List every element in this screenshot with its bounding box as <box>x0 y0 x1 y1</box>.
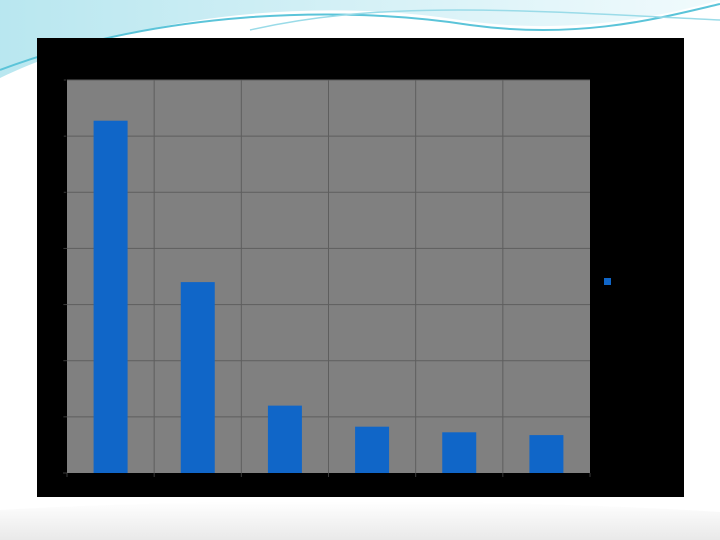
plot-area-group: 0 200 400 600 800 1,000 1,200 1,400 BRASIL COLOMB… <box>47 75 591 491</box>
bar <box>529 435 564 473</box>
x-tick-label: MEXICO <box>265 480 304 491</box>
bar <box>180 282 215 473</box>
y-tick-label: 800 <box>50 243 64 253</box>
y-tick-label: 200 <box>50 412 64 422</box>
y-tick-label: 1,200 <box>47 131 68 141</box>
swoosh-decoration <box>0 0 720 78</box>
legend: TONELADAS <box>604 278 675 289</box>
x-tick-label: EL SALVADOR <box>426 480 493 491</box>
legend-label: TONELADAS <box>615 278 675 289</box>
bar <box>93 120 128 473</box>
chart-panel: 0 200 400 600 800 1,000 1,200 1,400 BRASIL COLOMB… <box>37 38 684 497</box>
bar <box>355 426 390 473</box>
y-tick-label: 1,000 <box>47 187 68 197</box>
y-tick-label: 400 <box>50 356 64 366</box>
swoosh-line-decoration <box>0 3 720 71</box>
bar <box>442 432 477 473</box>
bar <box>267 405 302 473</box>
floor-decoration <box>0 501 720 540</box>
y-tick-label: 600 <box>50 300 64 310</box>
legend-swatch <box>604 278 611 285</box>
x-tick-label: COSTA RICA <box>518 480 577 491</box>
x-tick-label: COLOMBIA <box>171 480 225 491</box>
y-tick-label: 0 <box>55 468 60 478</box>
swoosh-line-decoration-2 <box>249 9 720 31</box>
x-tick-label: GUATEMALA <box>341 480 404 491</box>
bar-chart: 0 200 400 600 800 1,000 1,200 1,400 BRASIL COLOMB… <box>47 46 675 491</box>
y-tick-label: 1,400 <box>47 75 68 85</box>
chart-title: PRODUCCION DE CAFÉ PAISES LATINOAMERICAN… <box>174 46 547 63</box>
x-tick-label: BRASIL <box>93 480 129 491</box>
